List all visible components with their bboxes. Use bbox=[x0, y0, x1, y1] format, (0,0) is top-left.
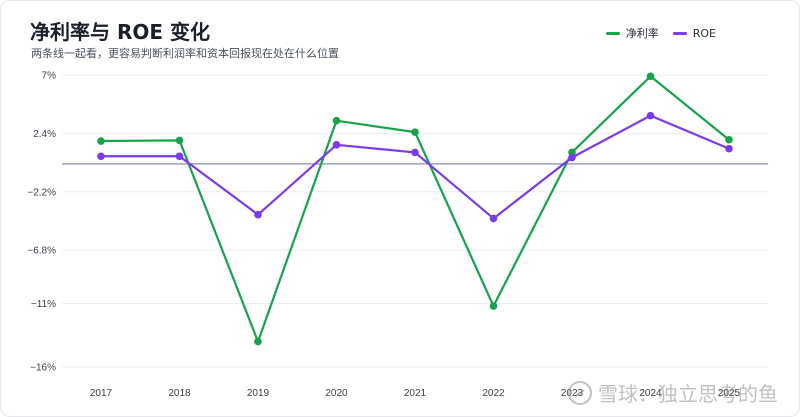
y-tick-label-0: 7% bbox=[42, 71, 57, 82]
series-0-point-2025 bbox=[725, 135, 733, 144]
legend-label-roe: ROE bbox=[692, 26, 716, 40]
y-tick-label-4: −11% bbox=[31, 299, 56, 310]
series-0-point-2018 bbox=[175, 136, 184, 145]
legend-item-roe[interactable]: ROE bbox=[672, 26, 716, 40]
y-tick-label-3: −6.8% bbox=[27, 246, 56, 257]
legend-swatch-roe bbox=[672, 31, 687, 35]
x-tick-label-2024: 2024 bbox=[639, 388, 662, 399]
y-tick-label-1: 2.4% bbox=[33, 129, 56, 140]
series-1-point-2023 bbox=[568, 153, 576, 162]
series-1-point-2017 bbox=[97, 152, 105, 161]
series-0-point-2020 bbox=[332, 116, 341, 125]
series-1-point-2021 bbox=[411, 148, 419, 157]
y-tick-label-5: −16% bbox=[30, 363, 56, 374]
series-0-point-2017 bbox=[97, 137, 105, 145]
series-1-point-2020 bbox=[332, 141, 341, 149]
legend-item-net-margin[interactable]: 净利率 bbox=[605, 25, 659, 41]
series-1-point-2018 bbox=[175, 152, 184, 161]
x-tick-label-2022: 2022 bbox=[482, 388, 505, 399]
series-1-point-2024 bbox=[646, 111, 655, 120]
x-tick-label-2021: 2021 bbox=[404, 388, 427, 399]
x-tick-label-2025: 2025 bbox=[718, 388, 741, 399]
x-tick-label-2017: 2017 bbox=[90, 388, 113, 399]
series-1-point-2025 bbox=[725, 144, 733, 153]
legend-label-net-margin: 净利率 bbox=[625, 27, 659, 40]
x-tick-label-2020: 2020 bbox=[325, 388, 348, 399]
series-1-point-2022 bbox=[489, 214, 498, 223]
legend-swatch-net-margin bbox=[605, 31, 620, 35]
series-0-point-2021 bbox=[411, 128, 419, 136]
series-1-point-2019 bbox=[254, 210, 262, 219]
series-0-point-2024 bbox=[646, 72, 655, 81]
series-0-point-2022 bbox=[489, 302, 498, 310]
series-0-point-2019 bbox=[254, 337, 262, 346]
chart-title: 净利率与 ROE 变化 bbox=[30, 20, 210, 44]
x-tick-label-2023: 2023 bbox=[561, 388, 584, 399]
chart-subtitle: 两条线一起看，更容易判断利润率和资本回报现在处在什么位置 bbox=[31, 47, 339, 60]
x-tick-label-2018: 2018 bbox=[168, 388, 191, 399]
y-tick-label-2: −2.2% bbox=[27, 187, 56, 198]
legend: 净利率 ROE bbox=[605, 25, 716, 41]
series-line-0 bbox=[100, 75, 730, 343]
x-tick-label-2019: 2019 bbox=[247, 388, 270, 399]
